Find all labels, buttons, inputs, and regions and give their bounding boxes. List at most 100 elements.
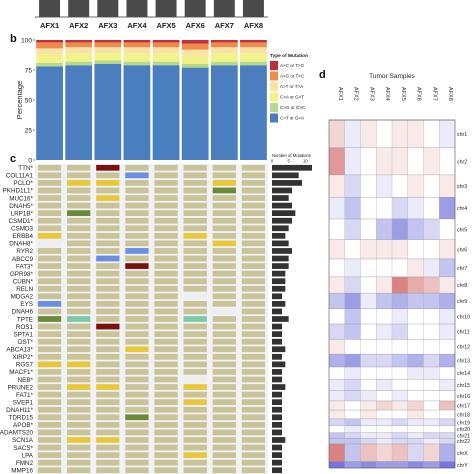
b-legend-swatch-a-t-or-t-a: [270, 82, 278, 91]
c-cell-adamts20-afx6: [183, 429, 207, 436]
c-cell-scn1a-afx8: [241, 437, 266, 443]
c-sidebar-svep1: [272, 399, 282, 406]
c-gene-label-pkhd1l1: PKHD1L1*: [3, 188, 34, 195]
d-cell-chr7-afx5: [392, 258, 408, 278]
b-bar-afx4-a-g-or-t-c: [123, 42, 151, 48]
d-cell-chr20-afx4: [376, 425, 393, 433]
c-gene-label-ryr2: RYR2: [16, 248, 33, 255]
d-cell-chr7-afx2: [344, 258, 361, 278]
b-bar-afx1-c-a-or-g-t: [36, 54, 63, 63]
c-cell-dnah6-afx1: [37, 308, 62, 315]
c-cell-mmp16-afx4: [125, 467, 149, 474]
d-cell-chrx-afx2: [344, 443, 361, 462]
c-cell-muc16-afx1: [37, 195, 62, 201]
c-cell-apob-afx2: [67, 421, 91, 428]
c-cell-fat1-afx2: [67, 391, 91, 398]
d-cell-chrx-afx8: [439, 443, 456, 462]
panel-d-copy-number-heatmap: Tumor Samples AFX1 AFX2 AFX3 AFX4 AFX5 AFX6 AFX…: [328, 73, 470, 469]
c-cell-fat1-afx4: [125, 391, 149, 398]
b-ytick-100: 100: [21, 38, 32, 45]
c-cell-csmd1-afx6: [183, 217, 207, 224]
d-cell-chr2-afx4: [376, 147, 393, 176]
d-cell-chr7-afx6: [407, 258, 424, 278]
c-cell-pkhd1l1-afx7: [212, 187, 236, 194]
c-sidebar-dst: [272, 338, 282, 345]
c-cell-spta1-afx1: [37, 331, 62, 337]
b-bar-afx6-c-g-or-g-c: [181, 64, 209, 68]
b-bar-afx6-a-c-or-t-g: [181, 40, 209, 44]
c-cell-csmd1-afx3: [96, 217, 120, 224]
d-cell-chr2-afx6: [407, 147, 424, 176]
c-cell-mdga2-afx2: [67, 293, 91, 300]
d-cell-chr1-afx8: [439, 120, 456, 148]
top-xtick-afx3: AFX3: [98, 21, 117, 30]
d-cell-chr5-afx2: [344, 218, 361, 240]
d-cell-chr9-afx1: [329, 293, 345, 309]
d-cell-chrx-afx3: [360, 443, 377, 462]
b-ytick-0: 0: [28, 158, 32, 165]
c-cell-lrp1b-afx1: [37, 210, 62, 217]
c-cell-scn1a-afx1: [37, 437, 62, 443]
c-cell-tpte-afx1: [37, 316, 62, 322]
c-cell-xirp2-afx8: [241, 353, 266, 360]
d-cell-chr11-afx6: [407, 323, 424, 340]
d-row-label-chr21: chr21: [457, 433, 470, 439]
d-cell-chr20-afx8: [439, 425, 456, 433]
d-cell-chr16-afx1: [329, 390, 345, 402]
d-cell-chr5-afx1: [329, 218, 345, 240]
panel-top-bars: AFX1 AFX2 AFX3 AFX4 AFX5 AFX6 AFX7 AFX8: [35, 0, 268, 30]
c-cell-adamts20-afx5: [154, 429, 178, 436]
d-cell-chr11-afx3: [360, 323, 377, 340]
c-cell-apob-afx4: [125, 421, 149, 428]
d-cell-chr14-afx7: [423, 367, 440, 380]
c-cell-lpa-afx8: [241, 452, 266, 458]
c-cell-fat3-afx1: [37, 263, 62, 269]
top-bar-afx4: [126, 0, 148, 17]
d-xtick-afx5: AFX5: [400, 87, 406, 101]
c-cell-dst-afx2: [67, 338, 91, 345]
c-gene-label-dnah11: DNAH11*: [6, 407, 33, 414]
b-bar-afx3-a-c-or-t-g: [94, 40, 122, 43]
c-cell-eys-afx5: [154, 301, 178, 307]
c-gene-label-mmp16: MMP16: [11, 467, 33, 474]
d-cell-chr20-afx6: [407, 425, 424, 433]
c-cell-ryr2-afx8: [241, 248, 266, 254]
c-cell-tpte-afx4: [125, 316, 149, 322]
d-cell-chr8-afx4: [376, 276, 393, 294]
c-cell-pclo-afx1: [37, 180, 62, 186]
d-cell-chr7-afx8: [439, 258, 456, 278]
b-ytick-25: 25: [25, 128, 33, 135]
d-cell-chr2-afx5: [392, 147, 408, 176]
c-cell-pkhd1l1-afx4: [125, 187, 149, 194]
c-cell-neb-afx1: [37, 376, 62, 383]
c-cell-abca13-afx5: [154, 346, 178, 353]
d-cell-chr6-afx6: [407, 239, 424, 260]
c-cell-prune2-afx2: [67, 384, 91, 390]
d-cell-chrx-afx7: [423, 443, 440, 462]
c-cell-dnah11-afx8: [241, 406, 266, 413]
c-cell-erbb4-afx7: [212, 232, 236, 239]
d-cell-chr21-afx2: [344, 432, 361, 439]
d-cell-chr9-afx4: [376, 293, 393, 309]
c-cell-prune2-afx4: [125, 384, 149, 390]
d-row-label-chr19: chr19: [457, 420, 470, 426]
c-cell-csmd1-afx5: [154, 217, 178, 224]
c-cell-pclo-afx6: [183, 180, 207, 186]
d-row-label-chr14: chr14: [457, 371, 470, 377]
b-legend-label-a-t-or-t-a: A>T or T>A: [280, 84, 303, 89]
c-cell-mdga2-afx3: [96, 293, 120, 300]
d-cell-chr5-afx6: [407, 218, 424, 240]
d-cell-chr21-afx1: [329, 432, 345, 439]
d-cell-chr1-afx3: [360, 120, 377, 148]
c-cell-adamts20-afx8: [241, 429, 266, 436]
b-bar-afx1-a-t-or-t-a: [36, 48, 63, 55]
c-cell-lrp1b-afx6: [183, 210, 207, 217]
c-cell-dnah6-afx5: [154, 308, 178, 315]
c-cell-col11a1-afx6: [183, 172, 207, 179]
c-cell-ttn-afx4: [125, 164, 149, 171]
c-sidebar-col11a1: [272, 172, 299, 179]
d-cell-chr10-afx8: [439, 308, 456, 325]
c-cell-fmn2-afx5: [154, 459, 178, 466]
c-cell-reln-afx2: [67, 285, 91, 292]
b-bar-afx7-c-t-or-g-a: [210, 65, 238, 160]
